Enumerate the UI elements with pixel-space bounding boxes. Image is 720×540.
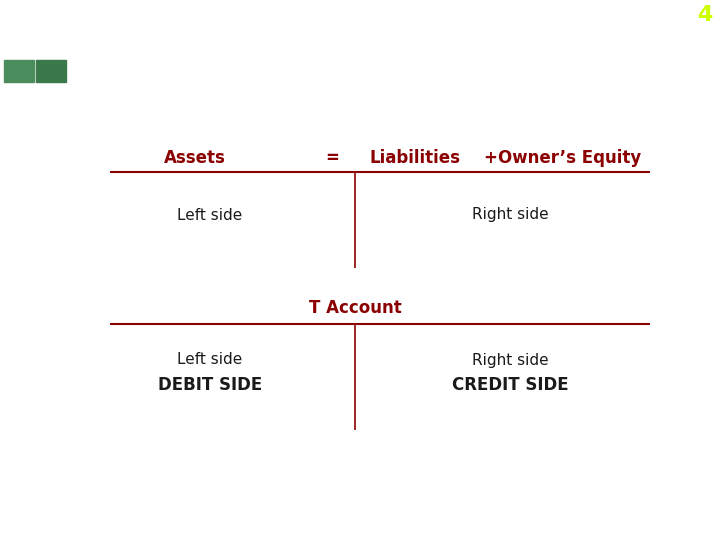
Text: DEBIT SIDE: DEBIT SIDE [158,376,262,394]
Text: Owner’s Equity: Owner’s Equity [498,149,642,167]
Text: Accounting: Accounting [14,21,62,30]
Bar [4,60,34,82]
Text: page 29: page 29 [653,68,710,82]
Text: =: = [325,149,339,167]
Text: LESSON  2-1: LESSON 2-1 [640,515,710,525]
Bar [36,60,66,82]
Text: ACCOUNTS: ACCOUNTS [88,53,274,82]
Text: CENTURY 21 ACCOUNTING © 2009 South-Western, Cengage Learning: CENTURY 21 ACCOUNTING © 2009 South-Weste… [10,515,398,525]
Text: Liabilities: Liabilities [369,149,461,167]
Text: T Account: T Account [309,299,401,317]
Text: +: + [483,149,497,167]
Text: 4: 4 [697,5,712,25]
Text: Right side: Right side [472,353,549,368]
Text: CREDIT SIDE: CREDIT SIDE [451,376,568,394]
Text: Right side: Right side [472,207,549,222]
Text: Left side: Left side [177,207,243,222]
Text: Assets: Assets [164,149,226,167]
Text: Left side: Left side [177,353,243,368]
